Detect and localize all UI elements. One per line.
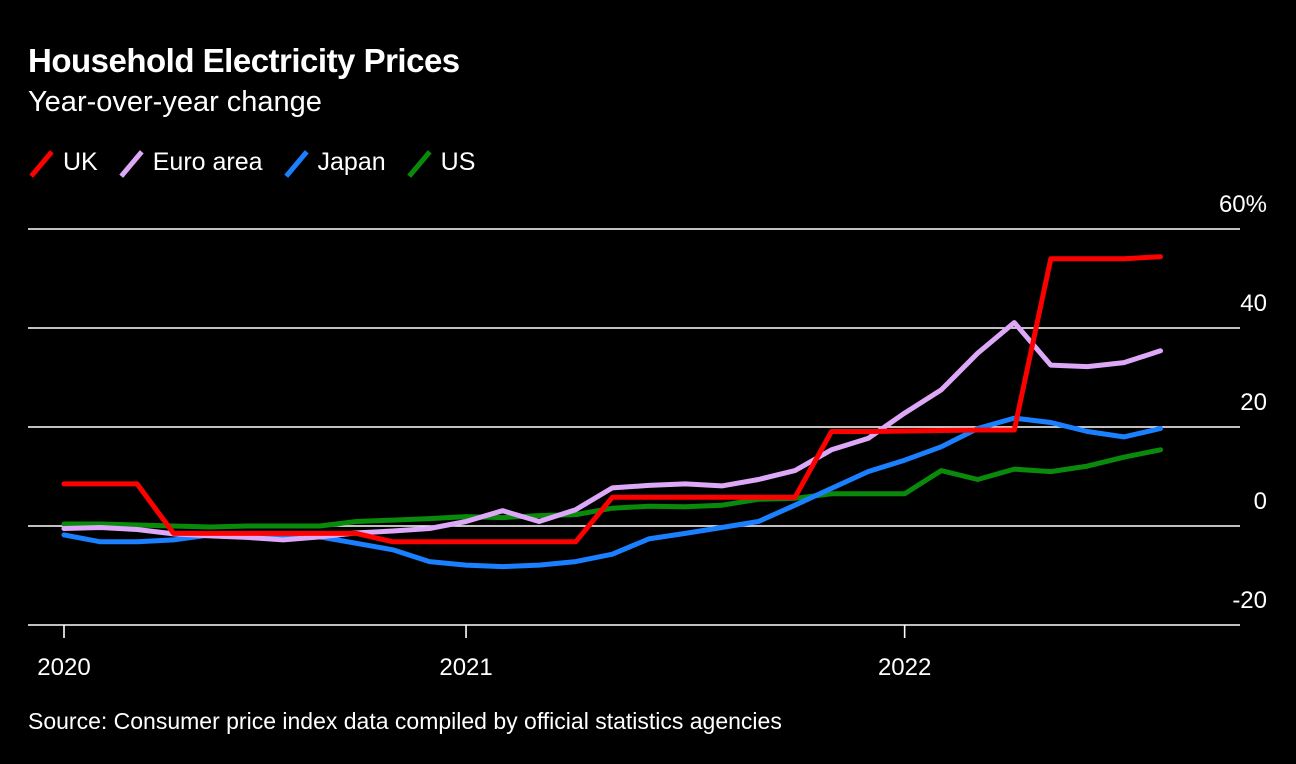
chart-subtitle: Year-over-year change xyxy=(28,86,322,118)
y-tick-label: 40 xyxy=(1240,290,1267,317)
legend-item-uk: UK xyxy=(28,148,98,177)
legend: UK Euro area Japan US xyxy=(28,148,475,177)
x-tick-label: 2021 xyxy=(439,654,492,681)
x-tick-label: 2022 xyxy=(878,654,931,681)
y-tick-label: -20 xyxy=(1232,587,1267,614)
legend-label: Japan xyxy=(317,148,386,176)
series-line-japan xyxy=(61,415,1163,570)
x-tick-label: 2020 xyxy=(37,654,90,681)
source-note: Source: Consumer price index data compil… xyxy=(28,708,782,734)
legend-item-euro-area: Euro area xyxy=(118,148,263,177)
series-line-uk xyxy=(61,254,1163,545)
legend-label: Euro area xyxy=(152,148,263,176)
legend-label: US xyxy=(440,148,476,176)
legend-item-us: US xyxy=(406,148,476,177)
y-tick-label: 0 xyxy=(1254,488,1267,515)
y-tick-label: 20 xyxy=(1240,389,1267,416)
series-line-us xyxy=(61,447,1163,530)
legend-label: UK xyxy=(63,148,98,176)
series-line-euro-area xyxy=(61,320,1163,543)
y-tick-label: 60% xyxy=(1219,191,1267,218)
legend-item-japan: Japan xyxy=(283,148,386,177)
chart-title: Household Electricity Prices xyxy=(28,42,460,79)
